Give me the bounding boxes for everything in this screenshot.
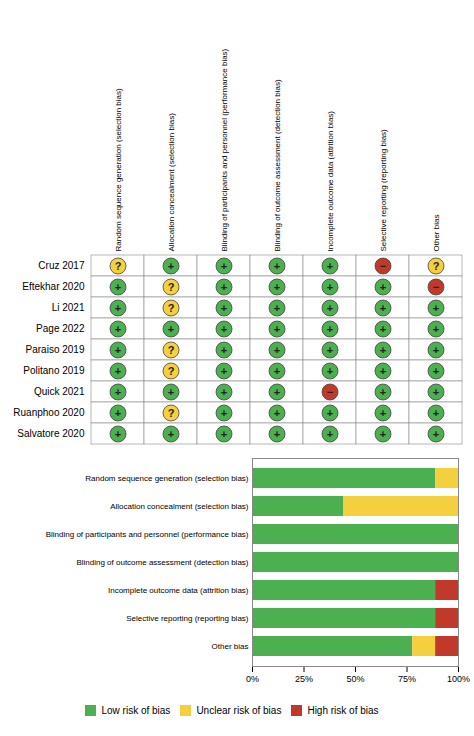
svg-text:75%: 75% xyxy=(398,674,416,684)
svg-text:+: + xyxy=(115,407,121,419)
svg-text:Other bias: Other bias xyxy=(212,642,249,651)
svg-text:−: − xyxy=(433,281,439,293)
svg-text:+: + xyxy=(115,365,121,377)
svg-text:+: + xyxy=(433,407,439,419)
svg-text:+: + xyxy=(221,281,227,293)
svg-text:+: + xyxy=(274,281,280,293)
svg-text:+: + xyxy=(380,365,386,377)
svg-text:Random sequence generation (se: Random sequence generation (selection bi… xyxy=(114,88,123,252)
svg-text:−: − xyxy=(327,386,333,398)
svg-text:+: + xyxy=(274,365,280,377)
svg-text:25%: 25% xyxy=(295,674,313,684)
svg-text:100%: 100% xyxy=(447,674,470,684)
svg-text:+: + xyxy=(380,386,386,398)
svg-text:?: ? xyxy=(168,407,175,419)
svg-text:+: + xyxy=(115,323,121,335)
svg-text:+: + xyxy=(168,386,174,398)
svg-text:+: + xyxy=(327,302,333,314)
html-text:Unclear risk of bias: Unclear risk of bias xyxy=(196,705,282,716)
svg-text:+: + xyxy=(115,302,121,314)
svg-text:Li 2021: Li 2021 xyxy=(52,302,85,313)
svg-text:Eftekhar 2020: Eftekhar 2020 xyxy=(22,281,85,292)
svg-text:+: + xyxy=(274,323,280,335)
svg-text:+: + xyxy=(433,386,439,398)
svg-text:Other bias: Other bias xyxy=(432,215,441,252)
svg-text:+: + xyxy=(327,260,333,272)
svg-text:Ruanphoo 2020: Ruanphoo 2020 xyxy=(13,407,85,418)
svg-text:Selective reporting (reporting: Selective reporting (reporting bias) xyxy=(379,129,388,252)
svg-text:+: + xyxy=(433,323,439,335)
svg-text:+: + xyxy=(274,344,280,356)
svg-text:+: + xyxy=(380,407,386,419)
svg-text:+: + xyxy=(221,428,227,440)
svg-text:Salvatore 2020: Salvatore 2020 xyxy=(17,428,85,439)
svg-text:+: + xyxy=(168,260,174,272)
svg-text:−: − xyxy=(380,260,386,272)
svg-text:+: + xyxy=(168,323,174,335)
svg-text:+: + xyxy=(380,281,386,293)
svg-text:Random sequence generation (se: Random sequence generation (selection bi… xyxy=(85,474,249,483)
svg-text:+: + xyxy=(274,428,280,440)
svg-text:+: + xyxy=(327,365,333,377)
svg-text:Blinding of outcome assessment: Blinding of outcome assessment (detectio… xyxy=(76,558,248,567)
svg-text:+: + xyxy=(380,302,386,314)
svg-text:+: + xyxy=(327,281,333,293)
svg-text:+: + xyxy=(274,302,280,314)
svg-text:?: ? xyxy=(433,260,440,272)
svg-text:Allocation concealment (select: Allocation concealment (selection bias) xyxy=(167,113,176,252)
svg-text:+: + xyxy=(433,302,439,314)
svg-text:+: + xyxy=(274,407,280,419)
svg-text:+: + xyxy=(380,428,386,440)
svg-text:?: ? xyxy=(168,302,175,314)
svg-text:+: + xyxy=(274,260,280,272)
svg-text:Politano 2019: Politano 2019 xyxy=(23,365,85,376)
svg-text:+: + xyxy=(327,344,333,356)
svg-text:+: + xyxy=(433,428,439,440)
html-text:Low risk of bias: Low risk of bias xyxy=(101,705,171,716)
svg-text:50%: 50% xyxy=(346,674,364,684)
svg-text:+: + xyxy=(221,365,227,377)
svg-text:+: + xyxy=(115,386,121,398)
svg-text:+: + xyxy=(221,386,227,398)
svg-text:+: + xyxy=(274,386,280,398)
svg-text:0%: 0% xyxy=(246,674,259,684)
svg-text:+: + xyxy=(221,407,227,419)
svg-text:Blinding of participants and p: Blinding of participants and personnel (… xyxy=(220,48,229,251)
svg-text:Allocation concealment (select: Allocation concealment (selection bias) xyxy=(110,502,249,511)
svg-text:?: ? xyxy=(168,281,175,293)
svg-text:Incomplete outcome data (attri: Incomplete outcome data (attrition bias) xyxy=(326,111,335,252)
html-text:High risk of bias: High risk of bias xyxy=(307,705,379,716)
svg-text:+: + xyxy=(327,323,333,335)
svg-text:+: + xyxy=(168,428,174,440)
svg-text:Incomplete outcome data (attri: Incomplete outcome data (attrition bias) xyxy=(108,586,249,595)
svg-text:Quick 2021: Quick 2021 xyxy=(34,386,85,397)
svg-text:+: + xyxy=(115,344,121,356)
svg-text:Blinding of outcome assessment: Blinding of outcome assessment (detectio… xyxy=(273,79,282,251)
svg-text:Cruz 2017: Cruz 2017 xyxy=(38,260,85,271)
svg-text:+: + xyxy=(115,428,121,440)
svg-text:Paraiso 2019: Paraiso 2019 xyxy=(26,344,85,355)
svg-text:Blinding of participants and p: Blinding of participants and personnel (… xyxy=(46,530,249,539)
svg-text:+: + xyxy=(221,302,227,314)
svg-text:Selective reporting (reporting: Selective reporting (reporting bias) xyxy=(126,614,249,623)
svg-text:+: + xyxy=(221,344,227,356)
svg-text:+: + xyxy=(221,323,227,335)
svg-text:+: + xyxy=(433,365,439,377)
svg-text:+: + xyxy=(380,323,386,335)
svg-text:+: + xyxy=(327,407,333,419)
svg-text:+: + xyxy=(327,428,333,440)
svg-text:+: + xyxy=(115,281,121,293)
svg-text:?: ? xyxy=(115,260,122,272)
svg-text:+: + xyxy=(221,260,227,272)
svg-text:+: + xyxy=(380,344,386,356)
svg-text:?: ? xyxy=(168,344,175,356)
svg-text:+: + xyxy=(433,344,439,356)
svg-text:?: ? xyxy=(168,365,175,377)
svg-text:Page 2022: Page 2022 xyxy=(36,323,85,334)
